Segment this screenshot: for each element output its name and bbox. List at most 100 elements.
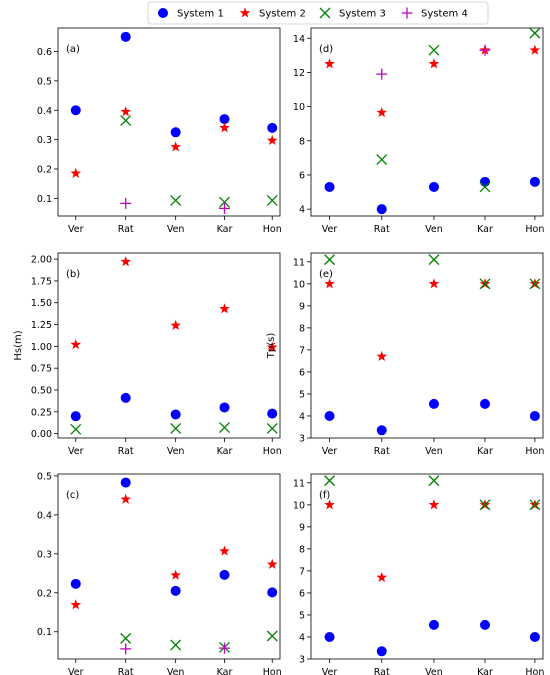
x-tick-label: Ver [322, 446, 338, 457]
data-point [70, 423, 82, 435]
panel-label: (e) [319, 269, 333, 280]
data-point [480, 398, 490, 409]
y-tick-label: 10 [293, 102, 305, 113]
y-tick-label: 14 [293, 34, 305, 45]
data-point [120, 197, 132, 209]
data-point [70, 599, 82, 610]
data-point [480, 176, 490, 187]
data-point [170, 422, 182, 434]
x-tick-label: Kar [477, 667, 493, 675]
data-point [120, 392, 131, 403]
data-point [219, 303, 230, 314]
y-axis-label: Hs(m) [13, 330, 24, 360]
x-tick-label: Kar [477, 224, 493, 235]
data-point [170, 127, 181, 138]
data-point [376, 107, 388, 118]
x-tick-label: Rat [374, 224, 390, 235]
x-tick-label: Ver [68, 224, 84, 235]
x-tick-label: Rat [118, 446, 134, 457]
y-tick-label: 1.75 [31, 276, 52, 287]
x-tick-label: Rat [374, 667, 390, 675]
data-point [219, 422, 230, 433]
y-tick-label: 0.5 [37, 76, 52, 87]
data-point [219, 545, 230, 556]
data-point [219, 196, 230, 208]
data-point [120, 31, 131, 42]
x-tick-label: Kar [217, 667, 233, 675]
x-tick-label: Hon [263, 667, 282, 675]
legend: System 1 System 2 System 3 System 4 [147, 1, 489, 25]
data-point [219, 642, 230, 654]
data-point [266, 341, 278, 352]
y-tick-label: 12 [293, 68, 305, 79]
data-point [376, 204, 387, 215]
y-tick-label: 4 [299, 411, 305, 422]
legend-label: System 4 [421, 9, 468, 20]
data-point [120, 115, 132, 126]
y-axis-label: Tp(s) [266, 333, 277, 360]
x-tick-label: Ven [425, 446, 443, 457]
y-tick-label: 0.6 [37, 47, 52, 58]
chart-panel: 0.1 0.2 0.3 0.4 0.5 0.6 Ver Rat Ven Kar Hon (a) [37, 27, 282, 235]
y-tick-label: 9 [299, 522, 305, 533]
data-point [219, 202, 230, 214]
y-tick-label: 5 [299, 389, 305, 400]
data-point [267, 587, 278, 598]
data-point [376, 350, 388, 362]
data-point [529, 44, 541, 55]
y-tick-label: 1.00 [31, 342, 52, 353]
data-point [70, 105, 81, 116]
data-point [428, 181, 439, 192]
legend-frame [147, 1, 489, 25]
data-point [170, 639, 182, 651]
y-tick-label: 6 [299, 170, 305, 181]
data-point [376, 646, 387, 657]
x-tick-label: Kar [477, 446, 493, 457]
data-point [428, 499, 440, 510]
x-tick-label: Rat [118, 667, 134, 675]
y-tick-label: 7 [299, 345, 305, 356]
x-tick-label: Ven [167, 446, 185, 457]
data-point [170, 585, 181, 596]
y-tick-label: 0.3 [37, 135, 52, 146]
data-point [428, 44, 440, 56]
data-point [120, 256, 132, 267]
y-tick-label: 11 [293, 478, 305, 489]
y-tick-label: 0.1 [37, 627, 52, 638]
y-tick-label: 4 [299, 205, 305, 216]
legend-label: System 1 [177, 9, 224, 20]
data-point [266, 558, 278, 569]
data-point [324, 278, 335, 289]
x-tick-label: Ver [322, 667, 338, 675]
data-point [479, 499, 491, 511]
data-point [219, 569, 230, 580]
x-tick-label: Ven [425, 667, 443, 675]
data-point [120, 477, 131, 488]
legend-marker-circle [158, 8, 168, 18]
x-tick-label: Ver [68, 667, 84, 675]
x-tick-label: Hon [525, 667, 544, 675]
data-point [428, 398, 439, 409]
data-point [428, 278, 440, 289]
y-tick-label: 5 [299, 610, 305, 621]
data-point [70, 167, 82, 178]
x-tick-label: Ver [322, 224, 338, 235]
legend-label: System 2 [259, 9, 306, 20]
chart-panels: 0.1 0.2 0.3 0.4 0.5 0.6 Ver Rat Ven Kar Hon (a) 4 6 8 1… [13, 27, 544, 675]
data-point [170, 319, 181, 330]
data-point [428, 254, 440, 266]
y-tick-label: 2.00 [31, 255, 52, 266]
y-tick-label: 0.4 [37, 106, 52, 117]
axes-frame [310, 473, 544, 660]
data-point [170, 569, 181, 580]
y-tick-label: 3 [299, 655, 305, 666]
axes-frame [310, 252, 544, 439]
y-tick-label: 10 [293, 500, 305, 511]
data-point [324, 475, 336, 487]
data-point [428, 475, 440, 487]
y-tick-label: 11 [293, 257, 305, 268]
x-tick-label: Rat [374, 446, 390, 457]
data-point [170, 141, 181, 152]
data-point [529, 499, 541, 511]
